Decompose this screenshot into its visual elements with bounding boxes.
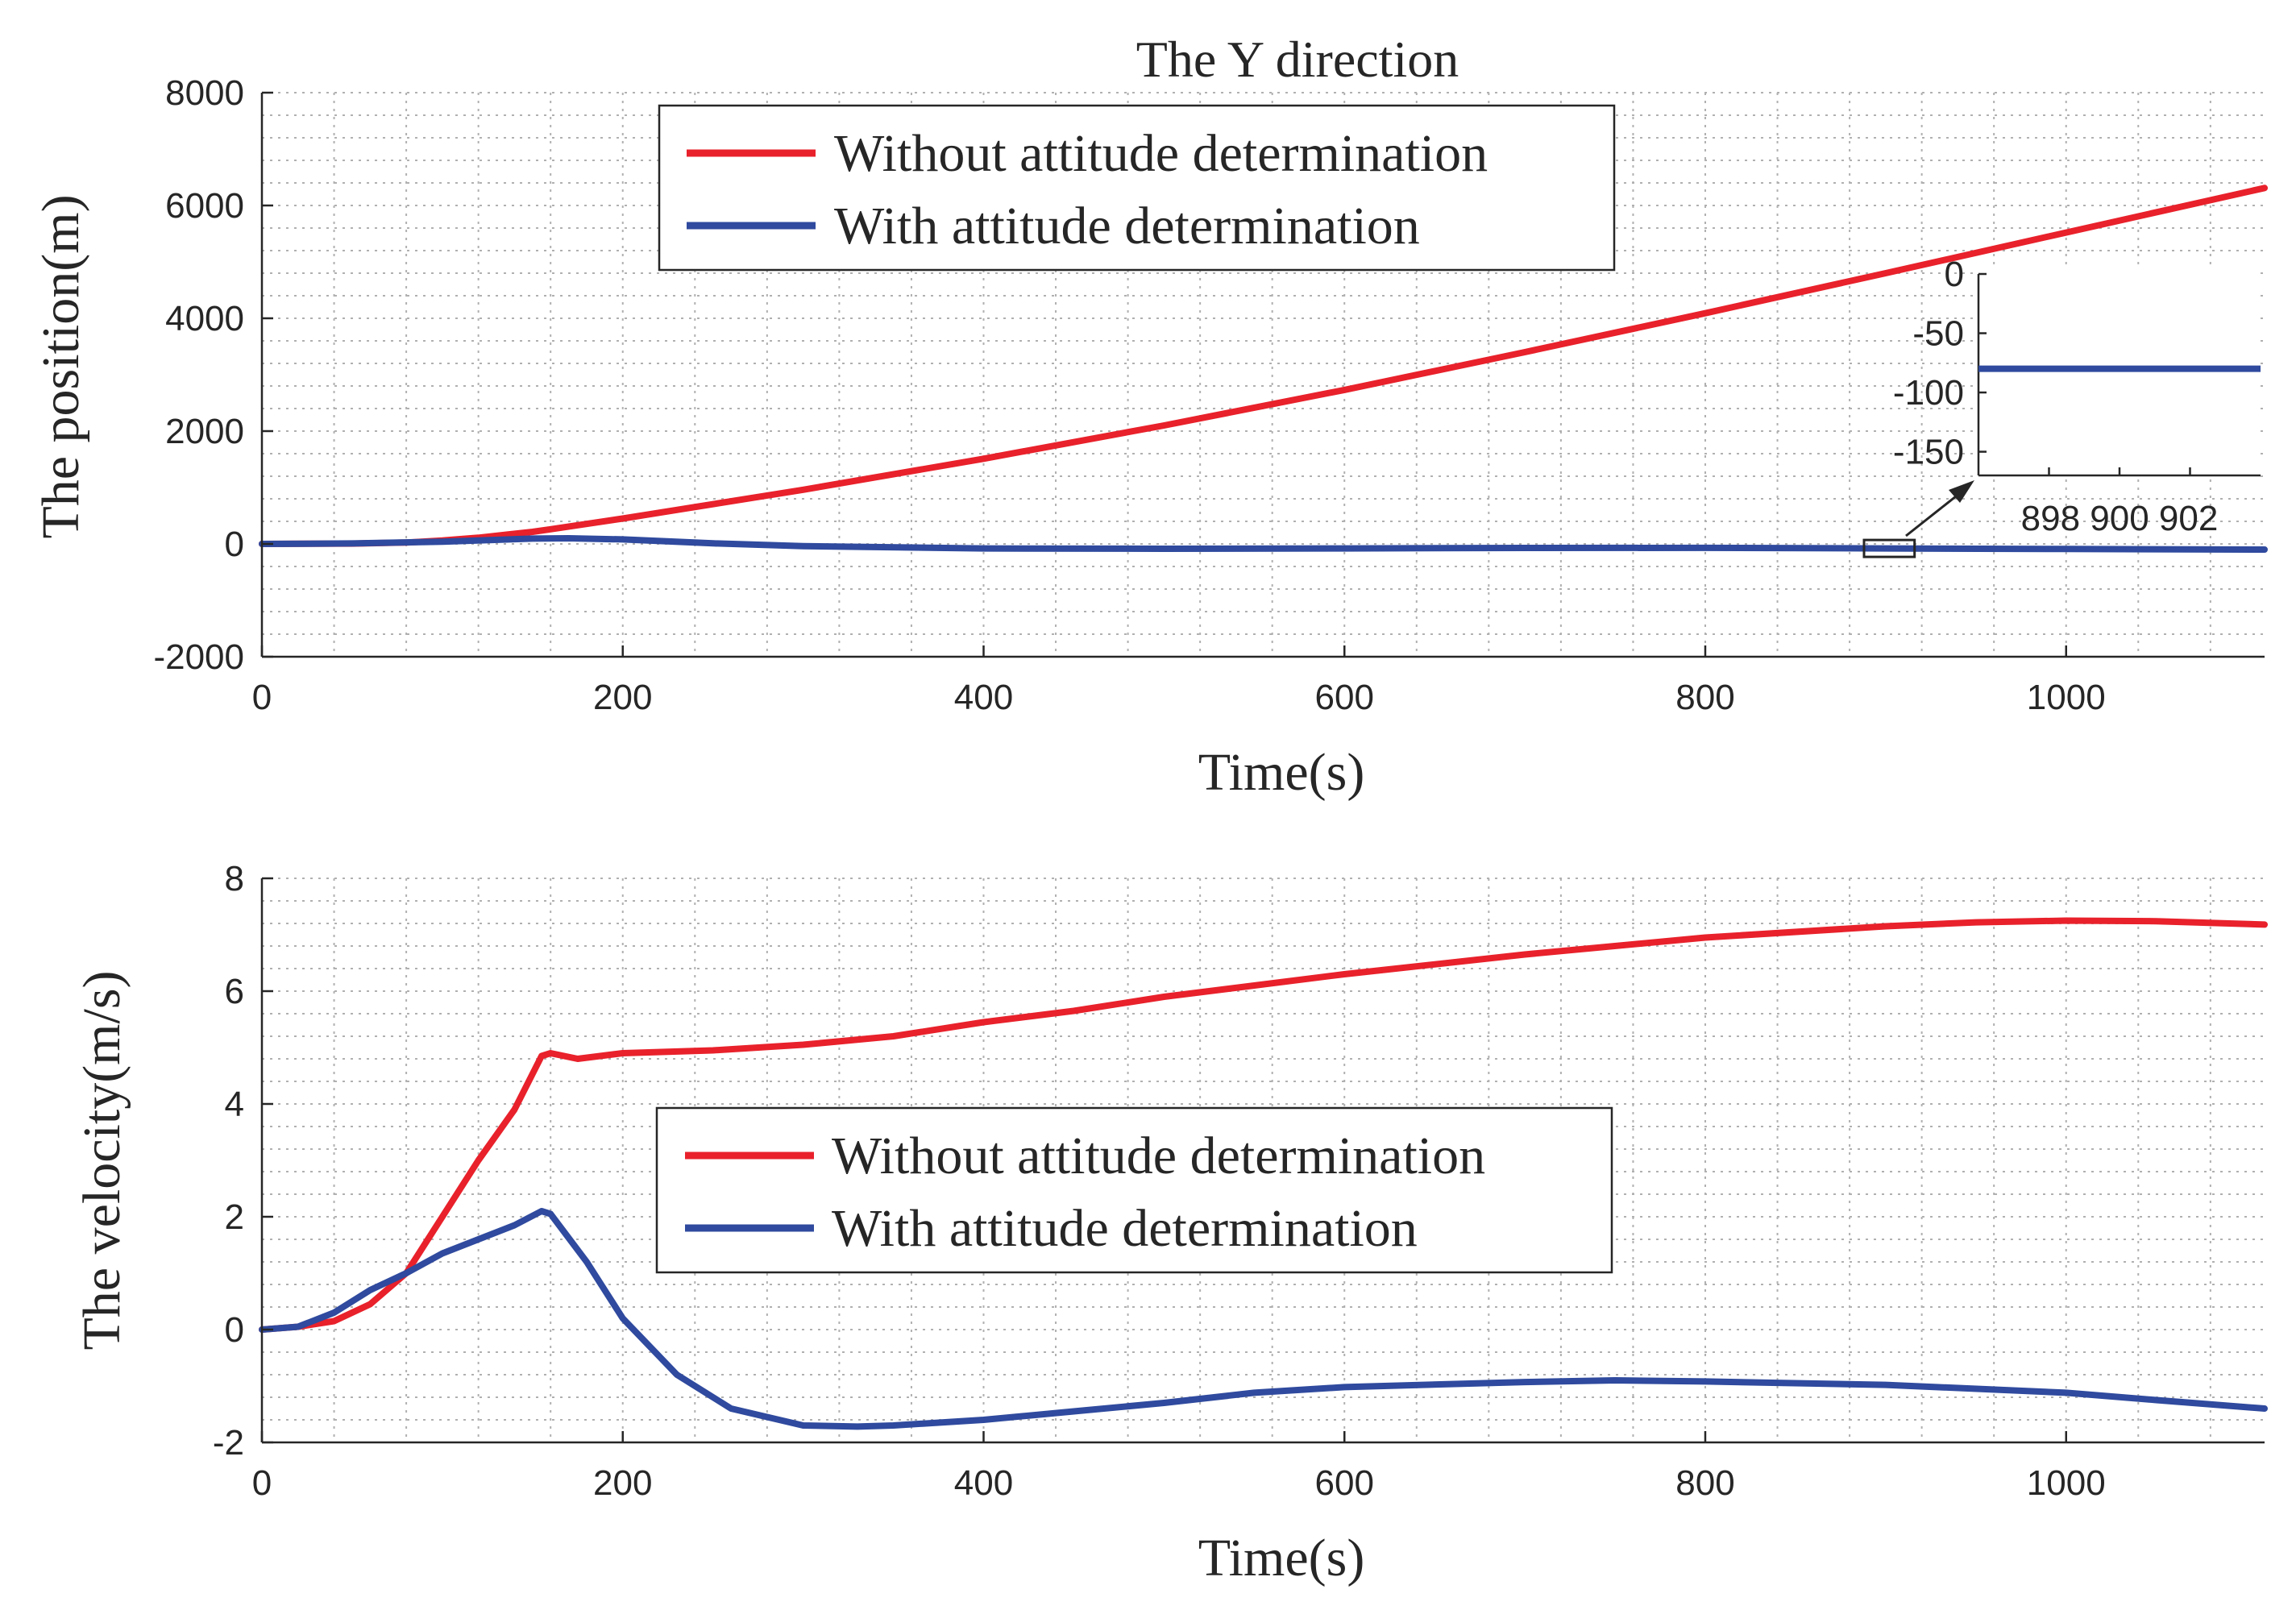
y-tick-label: 4000 [165, 299, 244, 338]
velocity-y-label: The velocity(m/s) [73, 970, 131, 1350]
x-tick-label: 0 [252, 1463, 272, 1503]
x-tick-label: 1000 [2027, 1463, 2106, 1503]
y-tick-label: 8000 [165, 73, 244, 113]
position-x-label: Time(s) [1198, 743, 1365, 802]
position-legend-box [658, 104, 1616, 272]
y-tick-label: -2000 [153, 637, 244, 677]
y-tick-label: 6 [225, 972, 244, 1011]
position-legend-label-red: Without attitude determination [834, 124, 1488, 183]
x-tick-label: 1000 [2027, 678, 2106, 717]
position-series [259, 185, 2268, 553]
y-tick-label: 0 [225, 1310, 244, 1350]
x-tick-label: 0 [252, 678, 272, 717]
zoom-arrow [1905, 480, 1974, 537]
series-with-attitude-line [259, 535, 2268, 553]
x-tick-label: 200 [593, 678, 652, 717]
zoom-region-box [1862, 538, 1916, 558]
velocity-series [259, 917, 2268, 1430]
x-tick-label: 200 [593, 1463, 652, 1503]
position-axes-frame [260, 93, 2265, 658]
series-with-attitude-line [259, 1208, 2268, 1430]
velocity-legend-box [655, 1106, 1613, 1274]
x-tick-label: 600 [1315, 678, 1374, 717]
velocity-legend-label-red: Without attitude determination [832, 1127, 1485, 1185]
position-y-label: The position(m) [31, 194, 90, 538]
x-tick-label: 800 [1675, 678, 1734, 717]
inset-background [1978, 266, 2261, 479]
velocity-x-label: Time(s) [1198, 1529, 1365, 1587]
zoom-arrow-head [1949, 480, 1974, 503]
velocity-axes-frame [260, 878, 2265, 1444]
position-title: The Y direction [1136, 31, 1459, 88]
x-tick-label: 400 [954, 678, 1013, 717]
inset-y-tick-label: -150 [1893, 433, 1964, 472]
position-panel: 0 200 400 600 800 1000-200002000400060008000 … [31, 31, 2268, 802]
y-tick-label: 2000 [165, 412, 244, 451]
series-without-attitude-line [259, 917, 2268, 1333]
inset-y-tick-label: -100 [1893, 373, 1964, 413]
y-tick-label: 4 [225, 1085, 244, 1124]
x-tick-label: 400 [954, 1463, 1013, 1503]
inset-y-tick-label: 0 [1945, 255, 1964, 294]
y-tick-label: 2 [225, 1197, 244, 1237]
inset-y-tick-label: -50 [1912, 314, 1964, 354]
velocity-legend: Without attitude determination With atti… [655, 1106, 1613, 1274]
x-tick-label: 600 [1315, 1463, 1374, 1503]
position-legend-label-blue: With attitude determination [834, 197, 1420, 255]
velocity-legend-label-blue: With attitude determination [832, 1199, 1418, 1258]
inset-ticks: 898 900 902 -150 -100 -50 0 [1893, 255, 2218, 538]
inset-x-tick-labels: 898 900 902 [2021, 499, 2219, 538]
position-inset: 898 900 902 -150 -100 -50 0 [1893, 255, 2261, 538]
zoom-arrow-shaft [1905, 492, 1961, 537]
y-tick-label: 0 [225, 525, 244, 564]
y-tick-label: 6000 [165, 186, 244, 226]
y-tick-label: -2 [213, 1423, 244, 1463]
y-tick-label: 8 [225, 859, 244, 898]
position-legend: Without attitude determination With atti… [658, 104, 1616, 272]
x-tick-label: 800 [1675, 1463, 1734, 1503]
